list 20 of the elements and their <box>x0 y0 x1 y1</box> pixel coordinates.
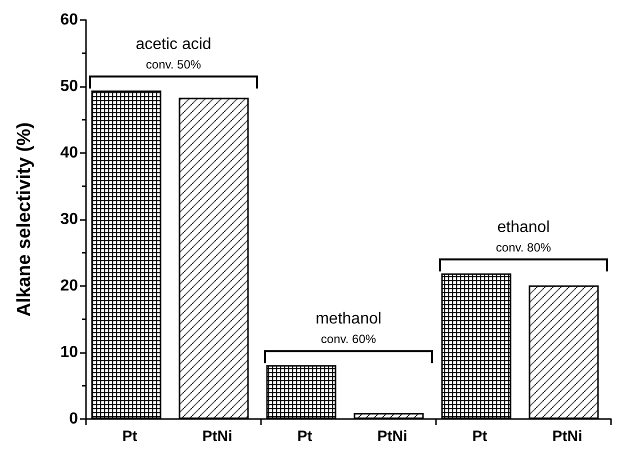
annotation: methanol <box>316 310 382 328</box>
x-tick-label: Pt <box>122 428 138 445</box>
x-tick-label: PtNi <box>377 428 408 445</box>
annotation: conv. 60% <box>320 332 376 346</box>
y-tick-label: 0 <box>69 410 78 428</box>
y-axis-title: Alkane selectivity (%) <box>14 122 35 317</box>
x-tick-label: PtNi <box>552 428 582 445</box>
annotation: conv. 50% <box>146 57 202 72</box>
x-tick-label: Pt <box>297 428 312 445</box>
y-tick-label: 60 <box>60 12 78 28</box>
annotation: acetic acid <box>136 36 212 53</box>
x-tick-label: PtNi <box>202 428 232 445</box>
annotation: ethanol <box>497 218 550 236</box>
y-tick-label: 30 <box>60 211 78 228</box>
y-tick-label: 50 <box>60 78 78 95</box>
x-tick-label: Pt <box>472 428 488 445</box>
y-tick-label: 10 <box>60 344 78 361</box>
y-tick-label: 40 <box>60 144 78 162</box>
annotation: conv. 80% <box>496 240 552 254</box>
y-tick-label: 20 <box>60 278 78 294</box>
